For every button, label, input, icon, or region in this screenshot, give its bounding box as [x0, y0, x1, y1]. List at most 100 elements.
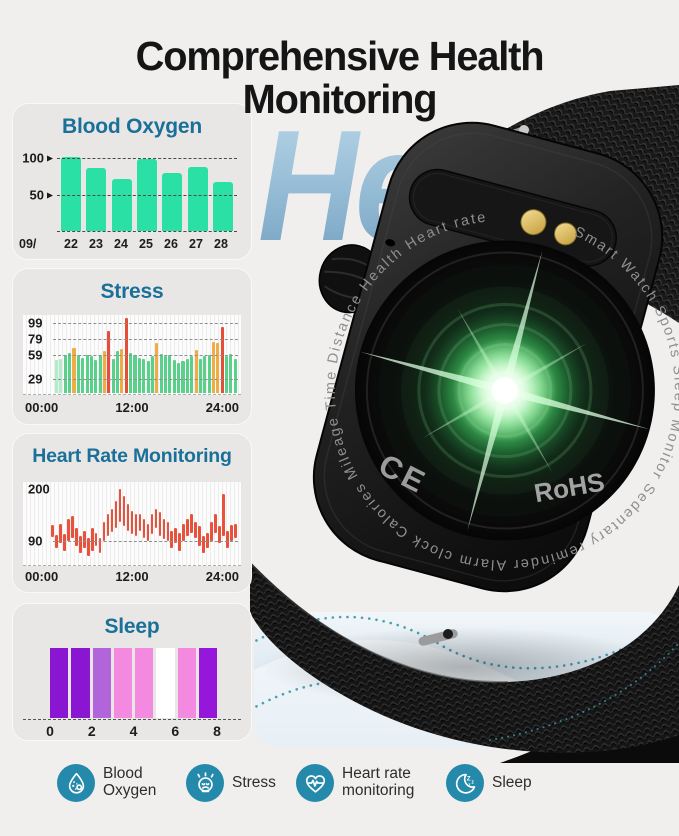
tick-arrow-icon	[47, 192, 53, 198]
bar	[225, 356, 229, 393]
tick-arrow-icon	[47, 155, 53, 161]
x-tick-label: 8	[213, 723, 221, 739]
bar	[211, 341, 216, 393]
x-tick-label: 00:00	[25, 569, 59, 584]
bar	[129, 353, 133, 393]
sleep-chart	[50, 648, 217, 718]
range-bar	[66, 518, 70, 542]
bar	[76, 355, 80, 393]
range-bar	[114, 500, 118, 529]
feature-stress: Stress	[186, 764, 276, 802]
bar	[212, 182, 233, 231]
range-bar	[94, 533, 98, 547]
range-bar	[214, 513, 217, 534]
svg-text:Z: Z	[466, 775, 470, 782]
range-bar	[202, 536, 206, 554]
mic-hole	[385, 239, 396, 247]
sleep-stage-segment	[113, 648, 132, 718]
heart-rate-card: Heart Rate Monitoring 200 90 00:00 12:00 24…	[12, 433, 252, 593]
bar	[207, 354, 211, 393]
range-bar	[86, 538, 90, 557]
feature-label: Blood Oxygen	[103, 765, 157, 799]
blood-oxygen-icon	[57, 764, 95, 802]
range-bar	[74, 528, 78, 547]
sleep-stage-segment	[92, 648, 111, 718]
range-bar	[102, 521, 106, 542]
bar	[63, 354, 67, 393]
range-bar	[122, 495, 126, 527]
bar	[185, 358, 189, 393]
sleep-stage-segment	[71, 648, 90, 718]
x-tick-label: 24:00	[205, 400, 239, 415]
range-bar	[78, 536, 82, 554]
sleep-stage-segment	[135, 648, 154, 718]
range-bar	[126, 503, 130, 532]
x-tick-label: 0	[46, 723, 54, 739]
range-bar	[134, 513, 138, 537]
range-bar	[174, 528, 178, 544]
bar	[187, 167, 208, 231]
range-bar	[130, 510, 134, 535]
x-tick-label: 4	[129, 723, 138, 739]
range-bar	[206, 533, 210, 549]
range-bar	[190, 513, 194, 534]
range-bar	[194, 521, 198, 539]
optical-heart-sensor	[354, 240, 655, 541]
bar	[203, 356, 207, 393]
stress-icon	[186, 764, 224, 802]
range-bar	[158, 511, 162, 537]
sleep-stage-segment	[50, 648, 69, 718]
page-title: Comprehensive Health Monitoring	[10, 35, 669, 120]
y-tick-label: 29	[28, 371, 43, 387]
sleep-stage-segment	[198, 648, 217, 718]
range-bar	[182, 523, 186, 542]
bar	[159, 353, 163, 393]
gridline	[53, 339, 238, 340]
bar	[55, 360, 59, 393]
bar	[155, 342, 159, 393]
svg-text:z: z	[471, 779, 474, 785]
blood-oxygen-chart	[57, 157, 237, 232]
heart-rate-chart: 200 90	[23, 482, 241, 566]
range-bar	[98, 538, 102, 554]
range-bar	[230, 525, 233, 542]
feature-label: Sleep	[492, 773, 532, 791]
bar	[172, 360, 176, 393]
sleep-icon: Z z z	[446, 764, 484, 802]
blood-oxygen-chart-title: Blood Oxygen	[62, 115, 202, 138]
feature-heart-rate: Heart rate monitoring	[296, 764, 434, 802]
sleep-card: Sleep 0 2 4 6 8	[12, 603, 252, 741]
y-tick-label: 59	[28, 347, 43, 363]
bar	[94, 360, 98, 393]
bar	[229, 353, 233, 393]
bar	[198, 358, 202, 393]
gridline	[57, 158, 237, 159]
bar	[181, 361, 185, 393]
charging-pin	[554, 222, 578, 246]
x-tick-label: 12:00	[115, 569, 149, 584]
sleep-x-axis: 0 2 4 6 8	[46, 723, 221, 739]
x-tick-label: 28	[214, 237, 228, 251]
bar	[146, 361, 150, 393]
bar	[86, 168, 107, 231]
range-bar	[226, 531, 229, 549]
x-tick-label: 24:00	[205, 569, 239, 584]
bar	[89, 356, 93, 393]
gridline	[53, 355, 238, 356]
x-tick-label: 2	[87, 723, 96, 739]
bar	[163, 356, 168, 393]
bar	[168, 355, 172, 393]
blood-oxygen-y-axis: 100 50	[17, 151, 55, 232]
heart-rate-chart-title: Heart Rate Monitoring	[32, 445, 232, 467]
watch-bottom-strap	[250, 561, 679, 753]
range-bar	[90, 528, 94, 552]
bar	[81, 357, 85, 393]
range-bar	[138, 513, 142, 532]
bar	[150, 356, 154, 393]
range-bar	[210, 521, 213, 542]
x-axis-prefix: 09/	[19, 237, 37, 251]
y-tick-label: 100	[22, 151, 53, 166]
bar	[107, 331, 111, 393]
range-bar	[150, 513, 154, 535]
page-title-line2: Monitoring	[242, 76, 438, 123]
